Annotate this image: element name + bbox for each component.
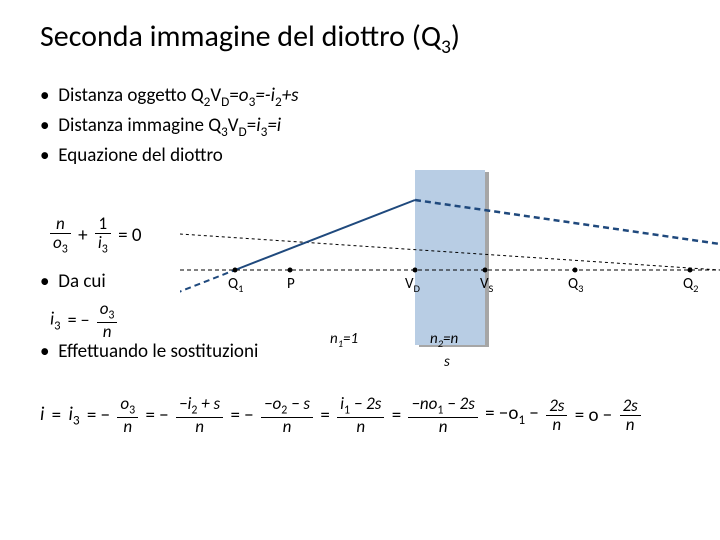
- f1-eq: = 0: [115, 224, 144, 247]
- b1-mid: V: [210, 84, 221, 107]
- formula-i3: i3 = − o3n: [50, 300, 117, 341]
- f2-eq: = −: [65, 309, 93, 331]
- title-main: Seconda immagine del diottro (Q: [40, 18, 441, 55]
- f3-eq8: = o −: [572, 404, 616, 427]
- label-vs: VS: [480, 275, 493, 295]
- f3-t2d: n: [176, 418, 223, 436]
- formula-diottro: no3 + 1i3 = 0: [50, 215, 144, 256]
- f1d2s: 3: [102, 242, 108, 256]
- f2-den: n: [97, 323, 118, 341]
- dacui-text: Da cui: [58, 270, 105, 293]
- f1d1: o: [53, 232, 62, 253]
- title-sub: 3: [441, 35, 451, 59]
- f3-t4d: n: [337, 418, 384, 436]
- f3-t7d: n: [620, 416, 641, 434]
- b2-rest: =i: [267, 114, 281, 137]
- b1-o: o: [239, 84, 249, 107]
- b2-eq: =: [247, 114, 256, 137]
- f3-eq7: = −o: [485, 402, 518, 425]
- f3-t1d: n: [117, 418, 138, 436]
- f3-t3nb: − s: [291, 393, 310, 414]
- f3-t4nas: 1: [344, 403, 350, 417]
- bullet-3: • Equazione del diottro: [40, 144, 720, 167]
- f3-t3na: −o: [264, 393, 281, 414]
- f3-minus: −: [529, 402, 538, 425]
- b1-eq: =: [229, 84, 238, 107]
- label-p: P: [287, 275, 295, 293]
- b2-sub1: 3: [221, 123, 228, 140]
- f3-eq4: = −: [227, 404, 256, 427]
- b2-mid: V: [228, 114, 239, 137]
- b1-text: Distanza oggetto Q: [58, 84, 203, 107]
- b1-rest: =-i: [255, 84, 275, 107]
- page-title: Seconda immagine del diottro (Q3): [0, 0, 720, 59]
- label-n1: n1=1: [330, 330, 358, 350]
- f3-eq6: =: [389, 404, 404, 427]
- title-end: ): [451, 18, 460, 55]
- bullet-dacui: • Da cui: [40, 270, 106, 293]
- f3-t2nb: + s: [201, 393, 220, 414]
- label-vd: VD: [405, 275, 420, 295]
- f3-eq3: = −: [142, 404, 171, 427]
- bullet-2: • Distanza immagine Q3VD=i3=i: [40, 114, 720, 140]
- f3-t6d: n: [546, 416, 567, 434]
- label-q1: Q1: [228, 275, 243, 295]
- b2-text: Distanza immagine Q: [58, 114, 221, 137]
- bullet-1: • Distanza oggetto Q2VD=o3=-i2+s: [40, 84, 720, 110]
- optics-diagram: Q1 P VD VS Q3 Q2 n1=1 n2=n s: [180, 170, 720, 370]
- f3-t4nb: − 2s: [354, 393, 382, 414]
- formula-chain: i = i3 = − o3n = − −i2 + sn = − −o2 − sn…: [40, 395, 641, 436]
- label-s: s: [444, 353, 450, 371]
- b1-plus: +s: [282, 84, 299, 107]
- f2-lhss: 3: [54, 318, 60, 333]
- f3-t5d: n: [408, 418, 477, 436]
- b1-sub4: 2: [275, 93, 282, 110]
- f3-eq5: =: [317, 404, 332, 427]
- b2-sub2: D: [239, 123, 247, 140]
- f3-t2na: −i: [179, 393, 191, 414]
- f1-plus: +: [75, 224, 90, 247]
- label-n2: n2=n: [430, 330, 458, 350]
- label-q2: Q2: [683, 275, 698, 295]
- f1d1s: 3: [62, 242, 68, 256]
- f3-eq2: = −: [84, 404, 113, 427]
- b3-text: Equazione del diottro: [58, 144, 223, 167]
- f3-i3s: 3: [73, 412, 80, 429]
- f3-t5na: −no: [411, 393, 437, 414]
- bullet-list: • Distanza oggetto Q2VD=o3=-i2+s • Dista…: [40, 84, 720, 167]
- f3-t5nb: − 2s: [447, 393, 475, 414]
- f3-eq1: =: [49, 404, 64, 427]
- f3-i: i: [40, 403, 44, 426]
- f3-o1s: 1: [518, 411, 525, 428]
- label-q3: Q3: [568, 275, 583, 295]
- f3-t3d: n: [261, 418, 313, 436]
- f3-t1n: o: [120, 393, 129, 414]
